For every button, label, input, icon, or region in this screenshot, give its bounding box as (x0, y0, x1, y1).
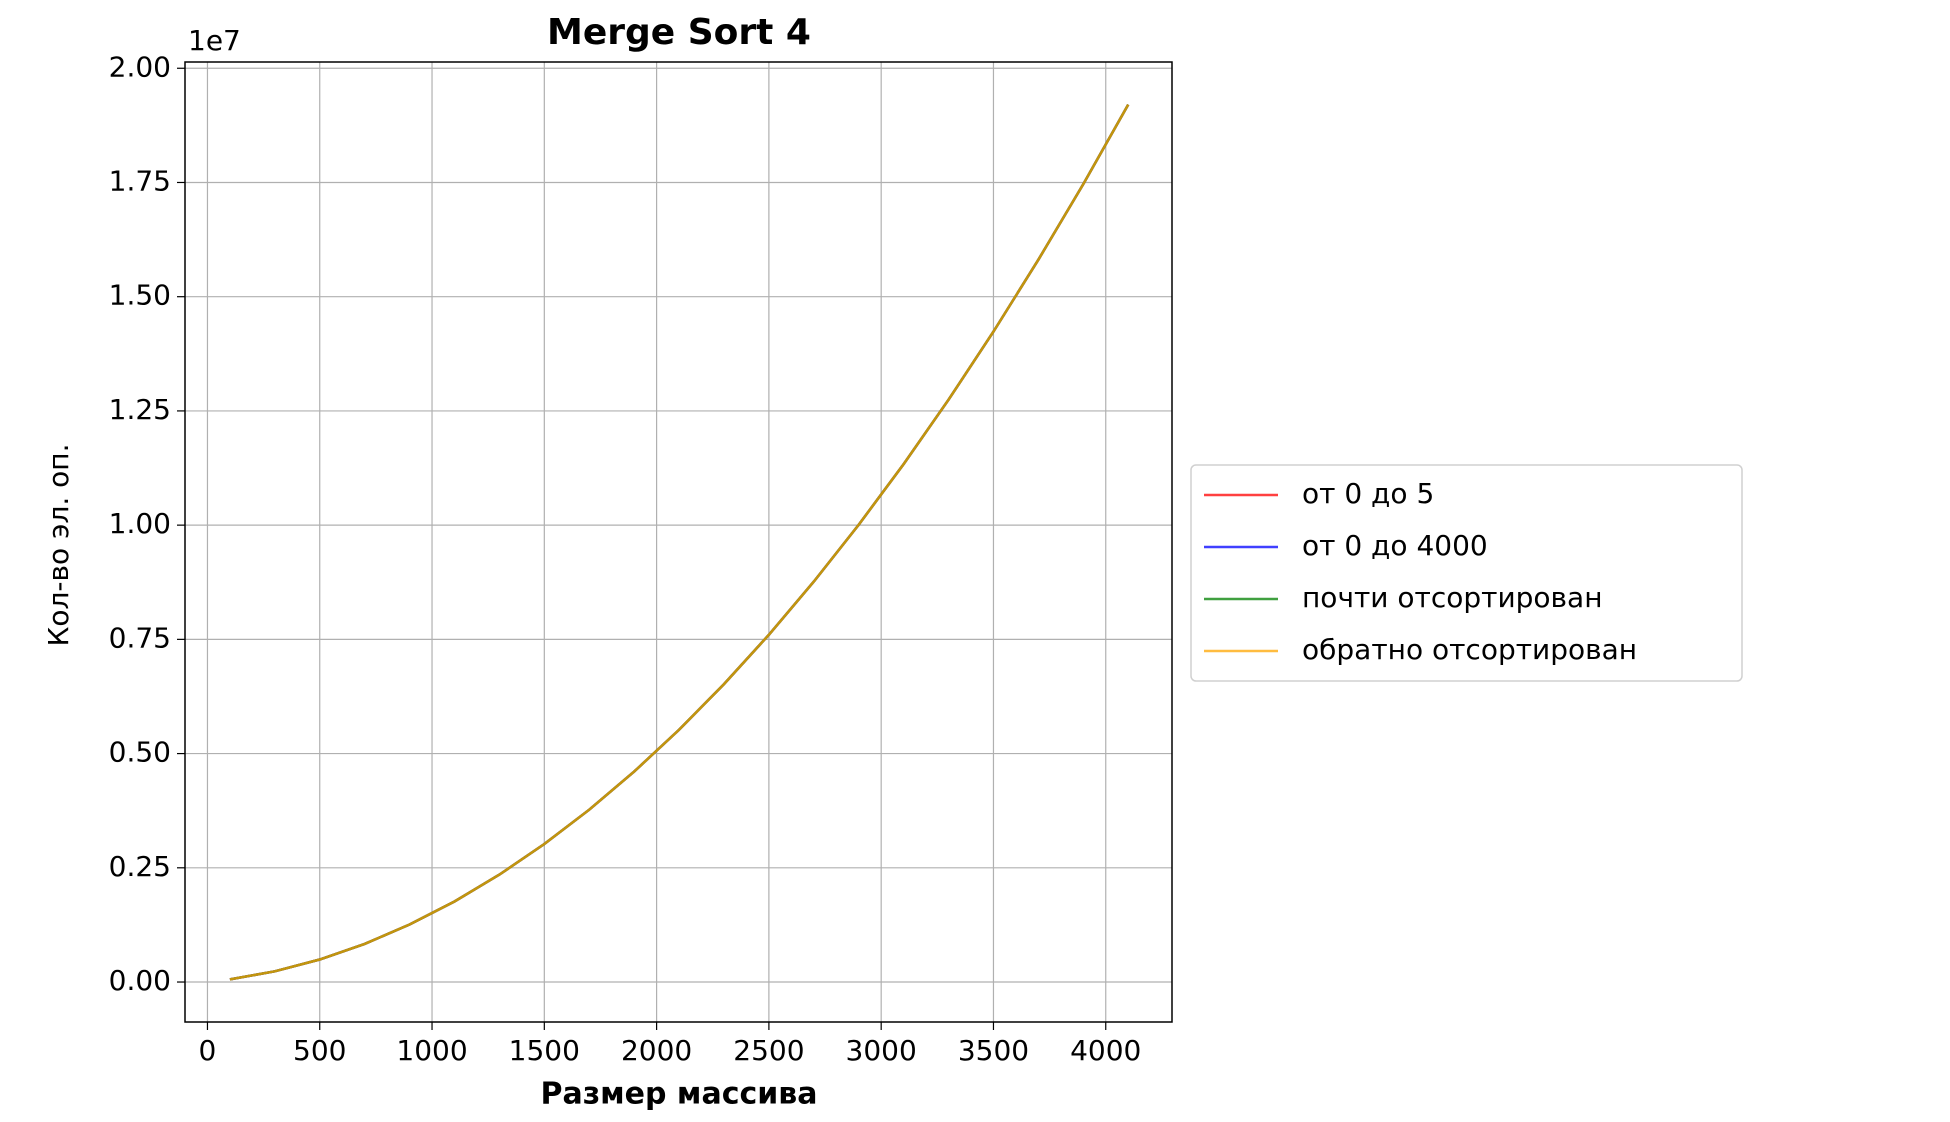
y-tick-label: 0.25 (109, 850, 171, 883)
y-axis-label: Кол-во эл. оп. (42, 444, 75, 647)
y-tick-label: 1.50 (109, 279, 171, 312)
x-tick-label: 2500 (733, 1034, 804, 1067)
legend-label: обратно отсортирован (1302, 633, 1637, 666)
y-tick-label: 1.75 (109, 164, 171, 197)
chart-title: Merge Sort 4 (547, 12, 811, 53)
legend-label: от 0 до 4000 (1302, 529, 1488, 562)
x-tick-label: 3000 (846, 1034, 917, 1067)
legend-box (1190, 464, 1743, 682)
x-tick-label: 1000 (396, 1034, 467, 1067)
y-tick-label: 0.50 (109, 736, 171, 769)
legend-label: от 0 до 5 (1302, 477, 1434, 510)
x-tick-label: 0 (199, 1034, 217, 1067)
x-tick-label: 500 (293, 1034, 346, 1067)
y-offset-label: 1e7 (188, 24, 241, 57)
y-tick-label: 0.75 (109, 621, 171, 654)
y-tick-label: 0.00 (109, 964, 171, 997)
x-axis-label: Размер массива (540, 1077, 817, 1112)
series-line (229, 104, 1130, 981)
y-tick-label: 1.25 (109, 393, 171, 426)
x-tick-label: 3500 (958, 1034, 1029, 1067)
y-tick-label: 2.00 (109, 50, 171, 83)
legend-label: почти отсортирован (1302, 581, 1603, 614)
plot-frame (184, 61, 1173, 1023)
x-tick-label: 2000 (621, 1034, 692, 1067)
x-tick-label: 1500 (509, 1034, 580, 1067)
x-tick-label: 4000 (1070, 1034, 1141, 1067)
y-tick-label: 1.00 (109, 507, 171, 540)
